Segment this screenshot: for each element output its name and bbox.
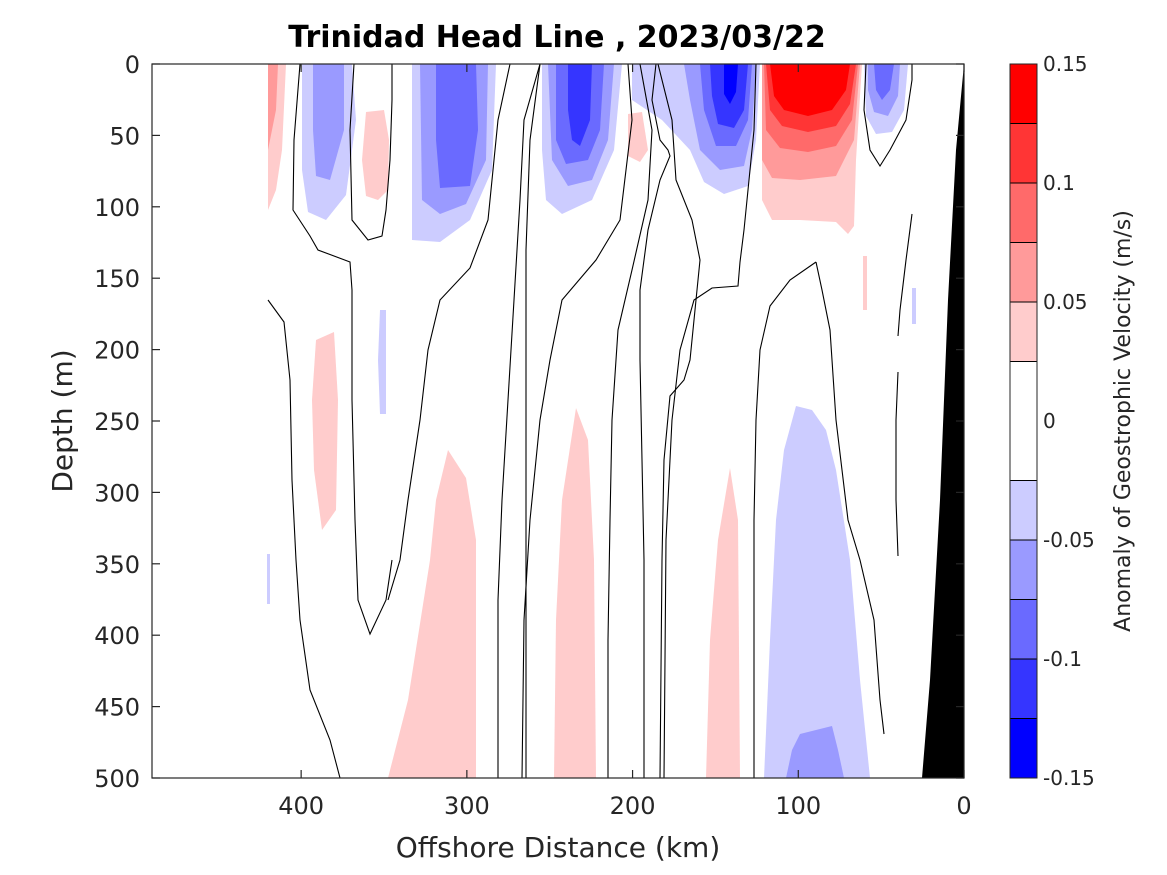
colorbar-tick-label: 0.1	[1043, 171, 1075, 195]
seafloor-bathymetry	[922, 64, 964, 778]
negative-anomaly-fill	[267, 554, 270, 604]
y-tick-label: 350	[94, 551, 140, 579]
negative-anomaly-fill	[912, 288, 916, 324]
x-tick-label: 400	[278, 792, 324, 820]
colorbar-tick-label: -0.15	[1043, 766, 1095, 790]
colorbar-swatch	[1010, 242, 1037, 302]
negative-anomaly-fill	[568, 64, 592, 146]
colorbar-swatch	[1010, 480, 1037, 540]
x-axis-label: Offshore Distance (km)	[396, 831, 721, 864]
colorbar-swatch	[1010, 540, 1037, 600]
y-tick-label: 300	[94, 479, 140, 507]
positive-anomaly-fill	[863, 256, 867, 310]
chart-title: Trinidad Head Line , 2023/03/22	[288, 20, 825, 55]
x-tick-label: 0	[956, 792, 971, 820]
positive-anomaly-fill	[706, 468, 740, 778]
positive-anomaly-fill	[362, 110, 389, 200]
colorbar-tick-label: -0.05	[1043, 528, 1095, 552]
positive-anomaly-fill	[312, 332, 338, 530]
y-tick-label: 500	[94, 765, 140, 793]
y-tick-label: 0	[125, 51, 140, 79]
positive-anomaly-fill	[770, 64, 850, 116]
negative-anomaly-fill	[874, 64, 894, 100]
colorbar-swatch	[1010, 361, 1037, 481]
colorbar-swatch	[1010, 64, 1037, 124]
y-axis: 0 50 100 150 200 250 300 350 400 450 500	[94, 51, 964, 793]
positive-anomaly-fill	[388, 450, 476, 778]
y-axis-label: Depth (m)	[46, 349, 79, 492]
x-axis: 400 300 200 100 0	[278, 64, 972, 820]
negative-anomaly-fill	[764, 406, 870, 778]
y-tick-label: 50	[109, 122, 140, 150]
negative-anomaly-fill	[436, 64, 478, 188]
x-tick-label: 300	[444, 792, 490, 820]
positive-anomaly-fill	[554, 408, 596, 778]
colorbar-tick-label: 0.05	[1043, 290, 1088, 314]
negative-anomaly-fill	[313, 64, 344, 180]
y-tick-label: 250	[94, 408, 140, 436]
colorbar-tick-label: -0.1	[1043, 647, 1082, 671]
y-tick-label: 100	[94, 194, 140, 222]
x-tick-label: 100	[775, 792, 821, 820]
negative-anomaly-fill	[724, 64, 738, 104]
colorbar: 0.15 0.1 0.05 0 -0.05 -0.1 -0.15	[1009, 52, 1095, 790]
colorbar-swatch	[1010, 183, 1037, 243]
colorbar-swatch	[1010, 659, 1037, 719]
colorbar-tick-label: 0.15	[1043, 52, 1088, 76]
colorbar-swatch	[1010, 599, 1037, 659]
colorbar-tick-label: 0	[1043, 409, 1056, 433]
x-tick-label: 200	[610, 792, 656, 820]
y-tick-label: 200	[94, 337, 140, 365]
colorbar-label: Anomaly of Geostrophic Velocity (m/s)	[1111, 210, 1136, 632]
colorbar-swatch	[1010, 123, 1037, 183]
contour-lines	[267, 64, 913, 778]
positive-anomaly-fill	[268, 64, 278, 150]
colorbar-swatch	[1010, 718, 1037, 778]
colorbar-swatch	[1010, 302, 1037, 362]
filled-contours	[267, 64, 916, 778]
negative-anomaly-fill	[378, 310, 386, 414]
y-tick-label: 450	[94, 694, 140, 722]
negative-anomaly-fill	[786, 726, 844, 778]
y-tick-label: 400	[94, 622, 140, 650]
positive-anomaly-fill	[628, 112, 648, 162]
colorbar-frame	[1009, 63, 1038, 779]
y-tick-label: 150	[94, 265, 140, 293]
